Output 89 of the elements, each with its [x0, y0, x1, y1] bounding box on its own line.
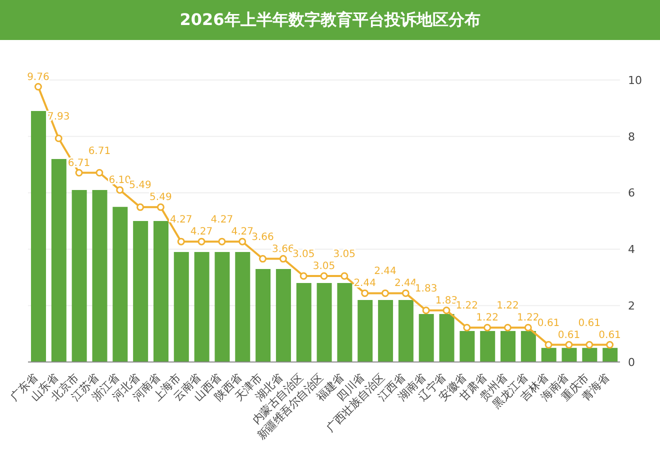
bar [418, 314, 434, 362]
point [484, 324, 492, 332]
bar [480, 330, 496, 362]
data-label: 1.22 [456, 300, 478, 312]
point [544, 341, 552, 349]
point [524, 324, 532, 332]
point [96, 169, 104, 177]
point [54, 134, 62, 142]
data-label: 4.27 [190, 226, 213, 238]
point [320, 272, 328, 280]
point [340, 272, 348, 280]
bar [562, 348, 577, 362]
bar [358, 300, 373, 362]
bar [92, 190, 108, 362]
data-label: 3.05 [333, 248, 356, 260]
bar [520, 330, 536, 362]
chart-title: 2026年上半年数字教育平台投诉地区分布 [0, 0, 660, 40]
bar [276, 268, 291, 362]
point [565, 341, 573, 349]
point [156, 203, 164, 211]
bar [235, 252, 250, 362]
bar [602, 348, 618, 362]
bar [214, 252, 230, 362]
point [381, 289, 389, 297]
point [75, 169, 83, 177]
data-label: 3.66 [252, 232, 274, 243]
data-label: 1.22 [517, 312, 540, 324]
bar [133, 221, 148, 362]
bar [296, 283, 312, 362]
point [238, 238, 246, 246]
y-tick-label: 4 [628, 243, 635, 256]
bar [316, 283, 332, 362]
y-tick-label: 10 [628, 74, 642, 87]
data-label: 6.71 [88, 146, 111, 157]
data-label: 4.27 [231, 226, 254, 238]
point [463, 324, 471, 332]
bar [439, 314, 454, 362]
data-label: 3.05 [292, 248, 315, 260]
point [300, 272, 308, 280]
bar [174, 252, 189, 362]
data-label: 0.61 [537, 318, 560, 329]
data-label: 0.61 [558, 330, 580, 341]
bar [31, 111, 46, 362]
point [34, 83, 42, 91]
data-label: 0.61 [598, 330, 621, 341]
data-label: 3.05 [312, 260, 336, 272]
point [442, 306, 450, 314]
point [279, 255, 287, 263]
data-label: 0.61 [578, 318, 601, 329]
data-label: 1.22 [476, 312, 498, 324]
y-tick-label: 8 [628, 130, 635, 144]
point [422, 306, 430, 314]
point [198, 238, 206, 246]
y-tick-label: 2 [628, 300, 635, 313]
data-label: 2.44 [354, 278, 376, 290]
data-label: 1.22 [496, 300, 519, 312]
data-label: 9.76 [27, 72, 50, 83]
point [361, 289, 369, 297]
data-label: 4.27 [210, 214, 234, 226]
data-label: 2.44 [394, 278, 417, 290]
bar [51, 158, 66, 362]
bar [541, 348, 556, 362]
bar [153, 221, 168, 362]
bar [500, 330, 516, 362]
bar [112, 206, 128, 362]
y-tick-label: 0 [628, 356, 635, 369]
point [402, 289, 410, 297]
data-label: 5.49 [129, 180, 152, 192]
data-label: 1.83 [414, 283, 438, 294]
point [218, 238, 226, 246]
data-label: 4.27 [170, 214, 192, 226]
point [606, 341, 614, 349]
bar [398, 300, 414, 362]
data-label: 5.49 [150, 192, 172, 204]
bar [72, 190, 87, 362]
point [259, 255, 267, 263]
point [136, 203, 144, 211]
bar [337, 283, 352, 362]
bar [378, 300, 394, 362]
bar [256, 268, 271, 362]
bar [460, 330, 475, 362]
bar [194, 252, 210, 362]
point [177, 238, 185, 246]
point [504, 324, 512, 332]
data-label: 2.44 [374, 266, 396, 278]
point [116, 186, 124, 194]
point [586, 341, 594, 349]
bar [582, 348, 598, 362]
y-tick-label: 6 [628, 186, 635, 200]
